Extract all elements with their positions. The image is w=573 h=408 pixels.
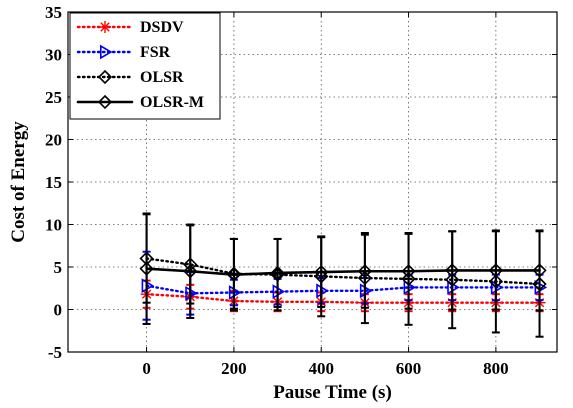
series-line <box>145 284 541 295</box>
error-bar <box>142 212 151 325</box>
data-point <box>532 263 547 278</box>
data-point <box>97 94 113 110</box>
x-tick-label: 200 <box>221 359 247 378</box>
legend-label: OLSR <box>140 69 184 86</box>
x-axis-title: Pause Time (s) <box>273 382 392 403</box>
y-tick-label: 0 <box>54 301 63 320</box>
data-point <box>445 263 460 278</box>
data-point <box>97 69 113 85</box>
error-bar <box>186 223 195 319</box>
data-point <box>488 263 504 278</box>
legend-label: DSDV <box>140 19 184 36</box>
data-point <box>183 264 198 279</box>
series-olsr-m <box>139 212 547 325</box>
error-bar <box>404 232 413 310</box>
y-tick-label: 30 <box>45 46 62 65</box>
legend-entry: OLSR-M <box>76 94 204 111</box>
series-group <box>139 212 548 338</box>
x-tick-label: 400 <box>308 359 334 378</box>
series-line <box>145 257 541 286</box>
y-tick-label: 35 <box>45 3 62 22</box>
legend-label: OLSR-M <box>140 94 204 111</box>
y-tick-label: 15 <box>45 173 62 192</box>
legend-label: FSR <box>140 44 171 61</box>
y-tick-label: 5 <box>54 258 63 277</box>
y-tick-label: 25 <box>45 88 62 107</box>
series-olsr <box>139 213 547 338</box>
legend-entry: DSDV <box>76 19 184 36</box>
data-point <box>139 261 154 276</box>
legend-entry: FSR <box>76 44 171 61</box>
series-line <box>145 267 541 276</box>
legend-entry: OLSR <box>76 69 184 86</box>
x-tick-label: 800 <box>483 359 509 378</box>
error-bar <box>448 230 457 311</box>
error-bar <box>360 233 369 309</box>
data-point <box>357 264 373 279</box>
error-bar <box>491 230 500 311</box>
data-point <box>99 21 111 33</box>
legend: DSDV FSR OLSR OLSR-M <box>69 12 221 120</box>
y-tick-label: 10 <box>45 216 62 235</box>
axis-ticks: -5 0 5 10 15 20 25 30 35 0 200 400 600 800 <box>45 3 557 378</box>
error-bar <box>229 237 238 312</box>
y-axis-title: Cost of Energy <box>8 121 29 243</box>
x-tick-label: 600 <box>396 359 422 378</box>
data-point <box>100 44 113 60</box>
error-bar <box>535 229 544 312</box>
x-tick-label: 0 <box>142 359 151 378</box>
series-dsdv <box>140 279 546 313</box>
error-bar <box>317 236 326 308</box>
data-point <box>401 264 416 279</box>
data-point <box>314 264 329 280</box>
data-point <box>226 267 242 282</box>
error-bar <box>273 237 282 308</box>
y-tick-label: -5 <box>48 343 62 362</box>
y-tick-label: 20 <box>45 131 62 150</box>
series-line <box>145 293 541 304</box>
data-point <box>270 265 285 281</box>
